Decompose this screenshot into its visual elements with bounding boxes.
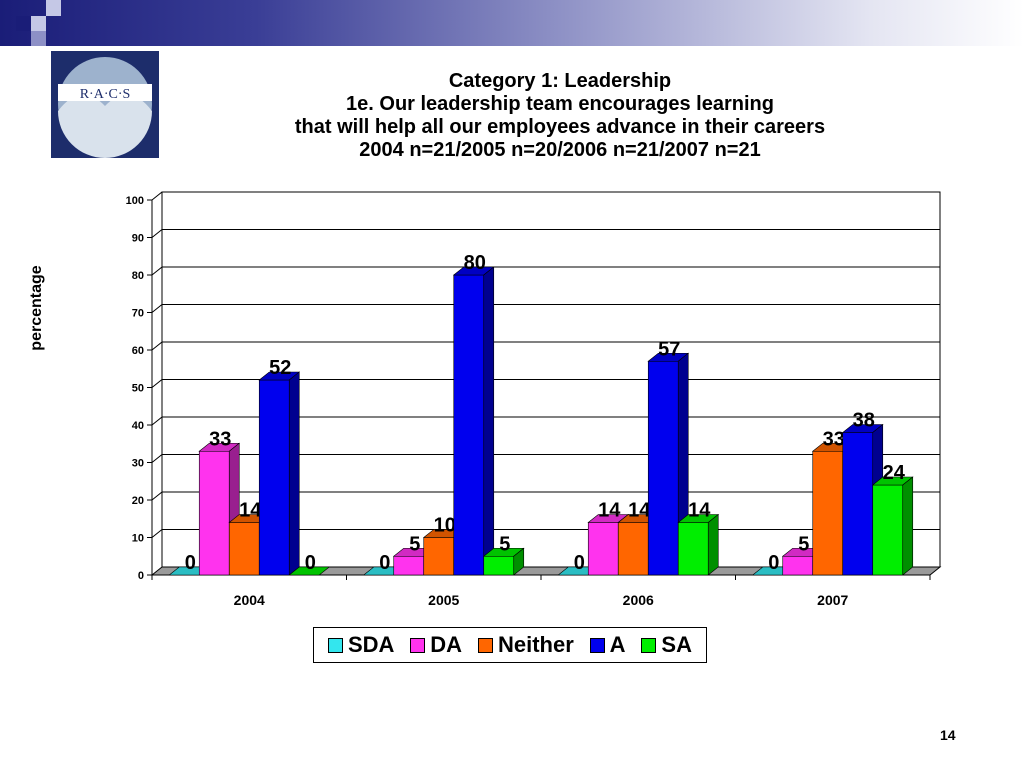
bar-side-a-2005 — [483, 266, 495, 576]
slide-title: Category 1: Leadership 1e. Our leadershi… — [200, 70, 920, 162]
bar-da-2007 — [782, 555, 814, 576]
bar-sa-2006 — [677, 522, 709, 576]
x-tick-label: 2004 — [234, 592, 265, 608]
bar-sa-2005 — [483, 555, 515, 576]
header-gradient-band — [0, 0, 1024, 46]
legend-swatch-sda — [327, 637, 343, 653]
legend-swatch-neither — [477, 637, 493, 653]
bar-da-2004 — [198, 450, 230, 576]
decor-square — [31, 31, 46, 46]
legend-label-a: A — [609, 632, 626, 657]
legend-swatch-sa — [641, 637, 657, 653]
bar-neither-2007 — [812, 450, 844, 576]
gridline — [151, 266, 940, 276]
y-tick-label: 50 — [132, 383, 144, 395]
data-label-da-2004: 33 — [209, 428, 231, 450]
racs-logo: R·A·C·S — [51, 51, 159, 158]
data-label-sda-2005: 0 — [379, 552, 390, 574]
data-label-da-2006: 14 — [598, 500, 621, 522]
data-label-sa-2007: 24 — [883, 462, 906, 484]
y-tick-label: 60 — [132, 345, 144, 357]
y-tick-label: 100 — [126, 195, 144, 207]
y-tick-label: 20 — [132, 495, 144, 507]
y-axis-label: percentage — [28, 265, 45, 351]
title-line-1: Category 1: Leadership — [448, 70, 672, 92]
gridline — [151, 229, 940, 238]
data-label-neither-2005: 10 — [434, 515, 456, 537]
y-tick-label: 90 — [132, 233, 144, 245]
data-label-da-2007: 5 — [798, 533, 809, 555]
title-line-3: that will help all our employees advance… — [294, 116, 826, 138]
bar-side-sa-2005 — [513, 547, 525, 576]
bar-da-2005 — [393, 555, 425, 576]
data-label-sda-2006: 0 — [574, 552, 585, 574]
bar-side-a-2004 — [288, 371, 300, 576]
bar-top-sa-2004 — [288, 566, 331, 576]
bar-neither-2005 — [423, 537, 455, 576]
y-tick-label: 70 — [132, 308, 144, 320]
gridline — [151, 341, 940, 351]
bar-a-2005 — [453, 274, 485, 576]
y-tick-label: 80 — [132, 270, 144, 282]
bar-da-2006 — [587, 522, 619, 576]
x-tick-label: 2005 — [428, 592, 459, 608]
title-line-2: 1e. Our leadership team encourages learn… — [346, 93, 774, 115]
x-tick-label: 2007 — [817, 592, 848, 608]
bar-sa-2007 — [872, 484, 904, 576]
gridline — [151, 304, 940, 313]
legend-swatch-a — [589, 637, 605, 653]
decor-square — [46, 0, 61, 16]
bar-side-sa-2007 — [902, 476, 914, 576]
y-tick-label: 0 — [138, 570, 144, 582]
legend-label-sa: SA — [661, 632, 692, 657]
legend-item-sa: SA — [641, 632, 692, 658]
title-line-4: 2004 n=21/2005 n=20/2006 n=21/2007 n=21 — [359, 139, 761, 161]
logo-text: R·A·C·S — [80, 87, 131, 102]
legend-item-a: A — [589, 632, 626, 658]
data-label-sa-2005: 5 — [499, 533, 510, 555]
data-label-da-2005: 5 — [409, 533, 420, 555]
data-label-neither-2006: 14 — [628, 500, 651, 522]
data-label-sda-2007: 0 — [768, 552, 779, 574]
legend-item-sda: SDA — [327, 632, 395, 658]
y-tick-label: 40 — [132, 420, 144, 432]
page-number: 14 — [940, 727, 956, 743]
gridline — [151, 191, 940, 201]
legend-item-neither: Neither — [477, 632, 574, 658]
data-label-sa-2004: 0 — [305, 552, 316, 574]
y-tick-label: 30 — [132, 458, 144, 470]
y-tick-label: 10 — [132, 533, 144, 545]
bar-neither-2004 — [228, 522, 260, 576]
bar-a-2007 — [842, 432, 874, 576]
legend-item-da: DA — [410, 632, 462, 658]
bar-a-2006 — [647, 360, 679, 576]
legend-label-da: DA — [430, 632, 463, 657]
data-label-a-2006: 57 — [658, 338, 680, 360]
bar-neither-2006 — [617, 522, 649, 576]
data-label-a-2007: 38 — [853, 410, 875, 432]
data-label-a-2005: 80 — [464, 252, 486, 274]
bar-side-sa-2006 — [707, 513, 719, 576]
decor-square — [31, 16, 46, 31]
legend-label-sda: SDA — [347, 632, 395, 657]
data-label-sa-2006: 14 — [688, 500, 711, 522]
legend-swatch-da — [410, 637, 426, 653]
data-label-neither-2007: 33 — [823, 428, 845, 450]
chart-legend: SDA DA Neither A SA — [313, 627, 707, 663]
data-label-sda-2004: 0 — [185, 552, 196, 574]
decor-square — [16, 16, 31, 31]
data-label-neither-2004: 14 — [239, 500, 262, 522]
data-label-a-2004: 52 — [269, 357, 291, 379]
bar-a-2004 — [258, 379, 290, 576]
legend-label-neither: Neither — [497, 632, 574, 657]
x-tick-label: 2006 — [623, 592, 654, 608]
